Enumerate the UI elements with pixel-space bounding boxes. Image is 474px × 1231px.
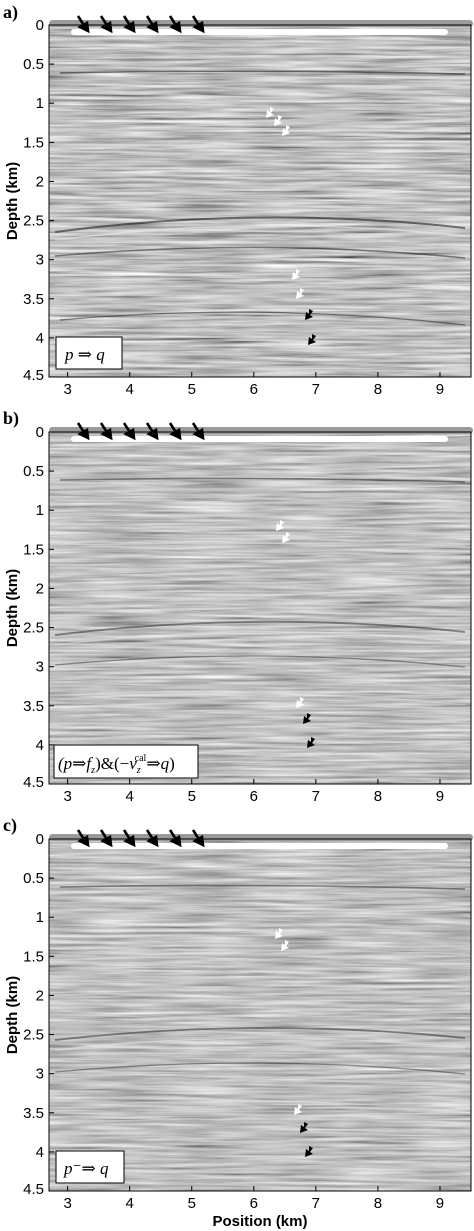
panel-c-x-tick-label: 9: [436, 1195, 444, 1212]
panel-b-y-tick-label: 4.5: [23, 774, 44, 791]
panel-b-seismic-image: [49, 432, 471, 784]
panel-c-y-tick-label: 4: [36, 1144, 44, 1161]
panel-c-y-tick-label: 4.5: [23, 1181, 44, 1198]
panel-b-y-axis-label: Depth (km): [4, 569, 21, 647]
panel-b-y-tick-label: 3.5: [23, 698, 44, 715]
panel-b-y-tick-label: 0.5: [23, 463, 44, 480]
panel-b-y-tick-label: 3: [36, 659, 44, 676]
panel-c-x-tick-label: 7: [312, 1195, 320, 1212]
panel-a-x-tick-label: 5: [188, 381, 196, 398]
panel-a-x-tick-label: 6: [250, 381, 258, 398]
panel-b-letter: b): [3, 408, 19, 429]
panel-b-y-tick-label: 0: [36, 424, 44, 441]
panel-a-y-axis: 0 0.5 1 1.5 2 2.5 3 3.5 4 4.5: [23, 17, 54, 384]
panel-c-sea-surface: [49, 834, 473, 841]
panel-a-y-tick-label: 3: [36, 252, 44, 269]
panel-b-y-axis: 0 0.5 1 1.5 2 2.5 3 3.5 4 4.5: [23, 424, 54, 791]
panel-a-black-arrows: [305, 309, 316, 345]
panel-b-white-arrows: [276, 520, 304, 708]
panel-a-y-tick-label: 2.5: [23, 213, 44, 230]
panel-b-x-tick-label: 5: [188, 788, 196, 805]
panel-a-x-tick-label: 4: [126, 381, 134, 398]
panel-a-y-tick-label: 4: [36, 330, 44, 347]
panel-b-x-tick-label: 9: [436, 788, 444, 805]
panel-a-y-tick-label: 3.5: [23, 291, 44, 308]
panel-c-x-tick-label: 8: [374, 1195, 382, 1212]
panel-c-x-axis: 3 4 5 6 7 8 9: [63, 1186, 444, 1212]
panel-a-y-tick-label: 1: [36, 95, 44, 112]
panel-b-cable: [71, 436, 448, 442]
panel-a-letter: a): [3, 2, 18, 23]
panel-c-frame: [48, 838, 472, 1192]
panel-a-x-axis: 3 4 5 6 7 8 9: [63, 372, 444, 398]
panel-c-reflectors: [54, 884, 466, 1113]
panel-b-x-tick-label: 7: [312, 788, 320, 805]
panel-c-y-tick-label: 3: [36, 1066, 44, 1083]
panel-a-x-tick-label: 3: [63, 381, 71, 398]
panel-a-reflectors: [54, 70, 466, 326]
panel-c-y-tick-label: 2.5: [23, 1027, 44, 1044]
x-axis-label: Position (km): [212, 1213, 307, 1230]
panel-b-y-tick-label: 4: [36, 737, 44, 754]
panel-a-sea-surface: [49, 20, 473, 27]
panel-b-x-tick-label: 8: [374, 788, 382, 805]
panel-b-y-tick-label: 2: [36, 580, 44, 597]
panel-b: b) (p⇒f: [3, 408, 473, 805]
panel-a-label-box: [55, 336, 123, 370]
panel-c-x-tick-label: 3: [63, 1195, 71, 1212]
panel-a-label: p ⇒ q: [64, 345, 105, 364]
panel-c-cable: [71, 843, 448, 849]
panel-c-y-axis-label: Depth (km): [4, 976, 21, 1054]
panel-c-y-tick-label: 2: [36, 987, 44, 1004]
panel-c-y-axis: 0 0.5 1 1.5 2 2.5 3 3.5 4 4.5: [23, 831, 54, 1198]
panel-a-y-tick-label: 2: [36, 173, 44, 190]
panel-c-y-tick-label: 1: [36, 909, 44, 926]
panel-c-letter: c): [3, 815, 17, 836]
panel-a-cable: [71, 29, 448, 35]
panel-a-y-axis-label: Depth (km): [4, 162, 21, 240]
panel-a-y-tick-label: 0.5: [23, 56, 44, 73]
panel-b-reflectors: [54, 477, 466, 706]
panel-a-x-tick-label: 7: [312, 381, 320, 398]
panel-b-x-tick-label: 4: [126, 788, 134, 805]
panel-b-label: (p⇒fz)&(−vzcal⇒q): [58, 753, 175, 776]
panel-c-white-arrows: [275, 928, 302, 1115]
panel-a: a): [3, 2, 473, 398]
panel-c-x-tick-label: 6: [250, 1195, 258, 1212]
panel-b-x-tick-label: 6: [250, 788, 258, 805]
panel-a-x-tick-label: 8: [374, 381, 382, 398]
panel-c-x-tick-label: 5: [188, 1195, 196, 1212]
panel-b-sea-surface: [49, 427, 473, 434]
panel-c-seismic-image: [49, 839, 471, 1191]
panel-a-y-tick-label: 0: [36, 17, 44, 34]
panel-b-x-tick-label: 3: [63, 788, 71, 805]
panel-c-x-tick-label: 4: [126, 1195, 134, 1212]
panel-b-y-tick-label: 2.5: [23, 620, 44, 637]
panel-a-frame: [48, 24, 472, 378]
panel-a-seismic-image: [49, 25, 471, 377]
panel-c-y-tick-label: 0: [36, 831, 44, 848]
panel-c-label: p⁻⇒ q: [63, 1159, 109, 1178]
panel-b-x-axis: 3 4 5 6 7 8 9: [63, 779, 444, 805]
panel-c-y-tick-label: 0.5: [23, 870, 44, 887]
panel-b-y-tick-label: 1.5: [23, 541, 44, 558]
panel-a-white-arrows: [266, 107, 304, 299]
panel-a-x-tick-label: 9: [436, 381, 444, 398]
panel-a-y-tick-label: 4.5: [23, 367, 44, 384]
panel-a-y-tick-label: 1.5: [23, 134, 44, 151]
panel-b-black-arrows: [303, 713, 315, 748]
panel-c-y-tick-label: 3.5: [23, 1105, 44, 1122]
panel-b-label-box: [53, 744, 199, 779]
panel-c-black-arrows: [300, 1122, 313, 1157]
panel-b-frame: [48, 431, 472, 785]
panel-c: c) p⁻⇒: [3, 815, 473, 1212]
panel-c-label-box: [55, 1150, 125, 1184]
panel-b-y-tick-label: 1: [36, 502, 44, 519]
panel-c-y-tick-label: 1.5: [23, 948, 44, 965]
